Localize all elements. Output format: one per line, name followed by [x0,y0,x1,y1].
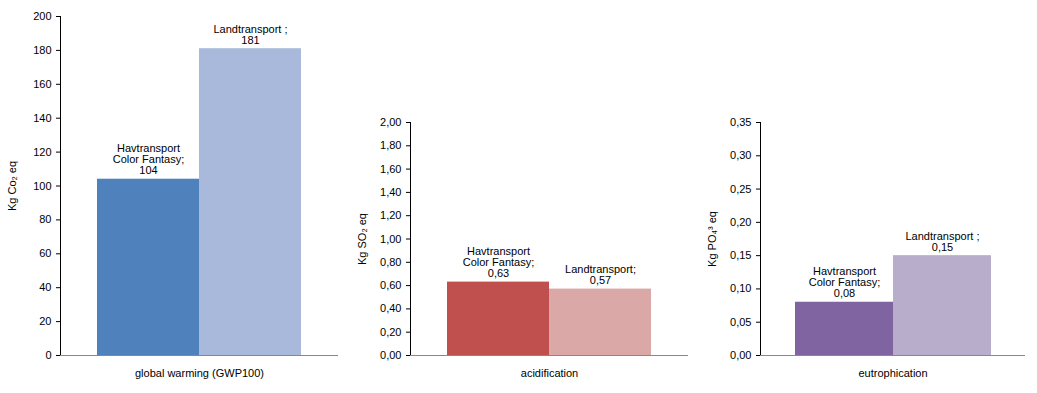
svg-text:1,40: 1,40 [380,186,401,198]
svg-text:120: 120 [33,146,51,158]
svg-text:0,00: 0,00 [730,349,751,361]
svg-text:100: 100 [33,180,51,192]
svg-text:1,00: 1,00 [380,233,401,245]
svg-text:0,25: 0,25 [730,183,751,195]
svg-text:2,00: 2,00 [380,116,401,128]
svg-text:0,10: 0,10 [730,282,751,294]
svg-text:40: 40 [39,281,51,293]
svg-text:0,20: 0,20 [380,326,401,338]
svg-text:20: 20 [39,315,51,327]
svg-text:HavtransportColor Fantasy;0,63: HavtransportColor Fantasy;0,63 [463,245,535,279]
svg-text:160: 160 [33,78,51,90]
svg-text:1,20: 1,20 [380,209,401,221]
svg-text:eutrophication: eutrophication [858,367,927,379]
svg-text:Landtransport ;0,15: Landtransport ;0,15 [906,230,980,253]
svg-text:0,60: 0,60 [380,279,401,291]
svg-text:HavtransportColor Fantasy;104: HavtransportColor Fantasy;104 [113,142,185,176]
svg-text:Kg SO₂ eq: Kg SO₂ eq [356,213,368,265]
svg-text:Landtransport ;181: Landtransport ;181 [214,23,288,46]
svg-text:HavtransportColor Fantasy;0,08: HavtransportColor Fantasy;0,08 [809,265,881,299]
svg-text:140: 140 [33,112,51,124]
svg-text:1,60: 1,60 [380,163,401,175]
svg-text:acidification: acidification [521,367,578,379]
svg-text:0,40: 0,40 [380,302,401,314]
svg-text:0,80: 0,80 [380,256,401,268]
svg-text:Landtransport;0,57: Landtransport;0,57 [565,263,636,286]
svg-text:80: 80 [39,213,51,225]
svg-text:200: 200 [33,10,51,22]
svg-text:0,20: 0,20 [730,216,751,228]
svg-text:60: 60 [39,247,51,259]
svg-text:Kg Co₂ eq: Kg Co₂ eq [6,161,18,211]
svg-text:0: 0 [45,349,51,361]
svg-text:Kg PO₄³ eq: Kg PO₄³ eq [706,211,718,267]
svg-text:0,00: 0,00 [380,349,401,361]
svg-text:global warming (GWP100): global warming (GWP100) [135,367,264,379]
svg-text:1,80: 1,80 [380,139,401,151]
svg-text:0,05: 0,05 [730,316,751,328]
svg-text:0,15: 0,15 [730,249,751,261]
svg-text:180: 180 [33,44,51,56]
svg-text:0,35: 0,35 [730,116,751,128]
svg-text:0,30: 0,30 [730,149,751,161]
